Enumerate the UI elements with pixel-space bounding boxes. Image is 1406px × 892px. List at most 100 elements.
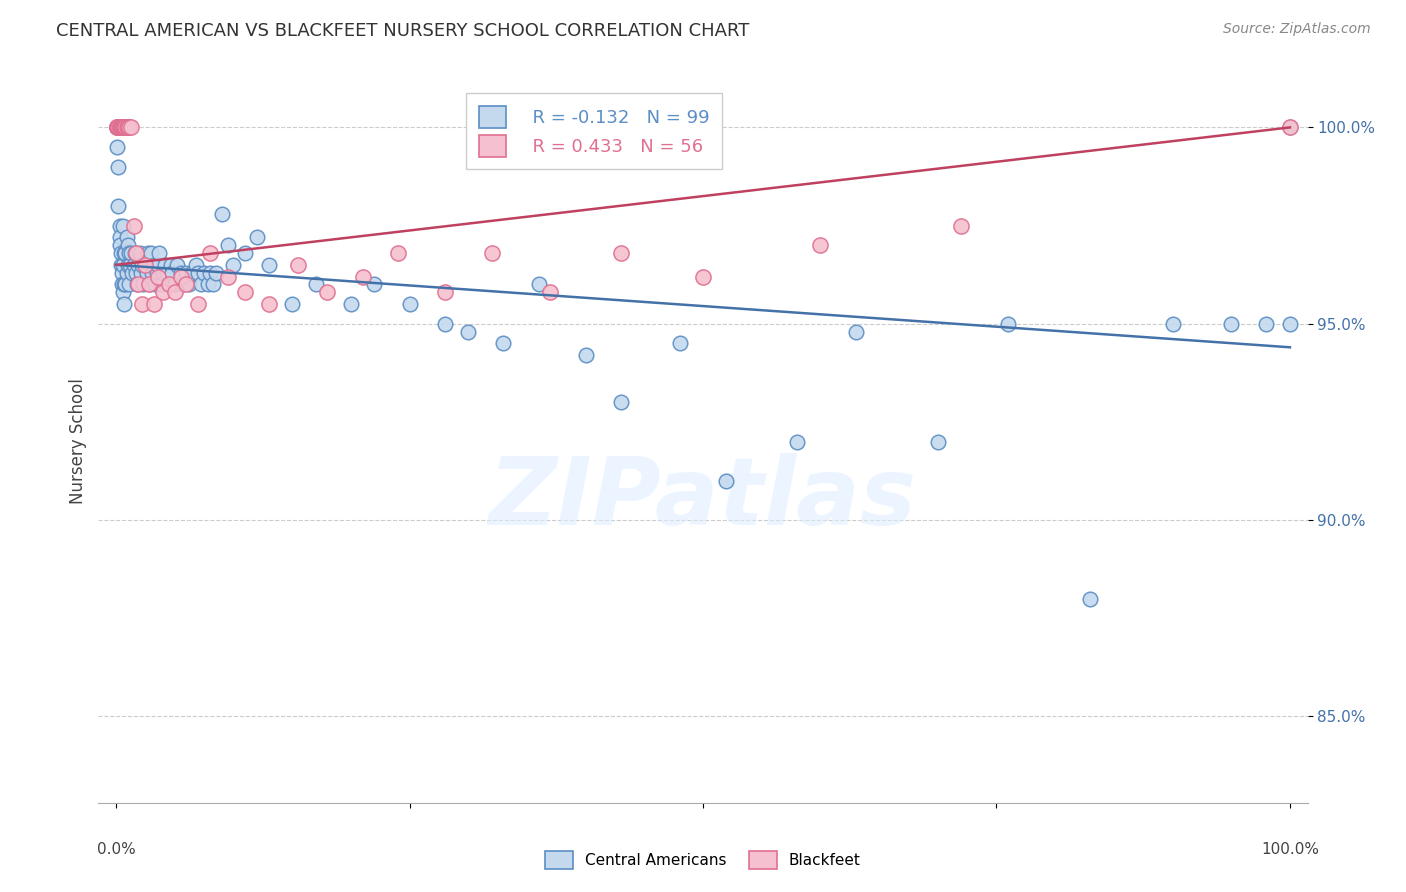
Point [177,277,200,292]
Point [108,238,131,252]
Point [176,277,198,292]
Point [340,297,363,311]
Point [110,258,132,272]
Point [107,160,129,174]
Point [112,277,135,292]
Point [169,266,191,280]
Point [786,434,808,449]
Point [149,277,172,292]
Point [1278,120,1301,135]
Point [105,120,128,135]
Y-axis label: Nursery School: Nursery School [69,378,87,505]
Point [204,266,226,280]
Point [166,258,188,272]
Point [198,266,221,280]
Point [112,120,135,135]
Point [668,336,690,351]
Point [105,120,128,135]
Point [481,246,503,260]
Point [217,238,239,252]
Point [111,266,134,280]
Point [121,266,143,280]
Point [808,238,831,252]
Point [115,230,138,244]
Point [115,266,138,280]
Point [287,258,309,272]
Point [950,219,973,233]
Point [110,120,132,135]
Point [115,120,138,135]
Point [222,258,245,272]
Text: CENTRAL AMERICAN VS BLACKFEET NURSERY SCHOOL CORRELATION CHART: CENTRAL AMERICAN VS BLACKFEET NURSERY SC… [56,22,749,40]
Point [152,285,174,300]
Point [187,297,209,311]
Point [217,269,239,284]
Point [111,120,134,135]
Point [187,266,209,280]
Point [233,285,256,300]
Point [135,266,157,280]
Point [111,277,134,292]
Legend:   R = -0.132   N = 99,   R = 0.433   N = 56: R = -0.132 N = 99, R = 0.433 N = 56 [467,93,721,169]
Point [107,120,129,135]
Point [105,120,128,135]
Point [692,269,714,284]
Point [120,120,142,135]
Point [492,336,515,351]
Point [110,120,132,135]
Point [118,120,141,135]
Point [111,120,134,135]
Point [163,277,186,292]
Point [128,246,150,260]
Point [172,277,194,292]
Point [112,258,135,272]
Point [111,120,134,135]
Point [457,325,479,339]
Point [352,269,374,284]
Point [136,246,159,260]
Point [112,246,135,260]
Point [610,395,633,409]
Point [132,277,155,292]
Point [112,120,135,135]
Point [148,258,170,272]
Point [114,120,136,135]
Point [211,207,233,221]
Point [363,277,385,292]
Point [160,258,183,272]
Point [112,120,135,135]
Point [131,297,153,311]
Point [143,277,166,292]
Point [141,246,163,260]
Point [112,285,135,300]
Point [176,266,198,280]
Point [108,230,131,244]
Point [163,285,186,300]
Point [190,277,212,292]
Point [125,246,148,260]
Point [141,266,163,280]
Legend: Central Americans, Blackfeet: Central Americans, Blackfeet [538,845,868,875]
Point [146,266,169,280]
Point [112,219,135,233]
Point [1080,591,1102,606]
Point [538,285,561,300]
Point [125,266,148,280]
Point [1220,317,1243,331]
Point [152,266,174,280]
Point [148,269,170,284]
Point [107,199,129,213]
Point [233,246,256,260]
Point [134,258,156,272]
Point [110,120,132,135]
Point [257,297,280,311]
Point [122,258,145,272]
Point [107,120,129,135]
Point [142,258,165,272]
Point [108,219,131,233]
Point [114,277,136,292]
Point [193,266,215,280]
Point [610,246,633,260]
Point [1256,317,1278,331]
Point [155,266,177,280]
